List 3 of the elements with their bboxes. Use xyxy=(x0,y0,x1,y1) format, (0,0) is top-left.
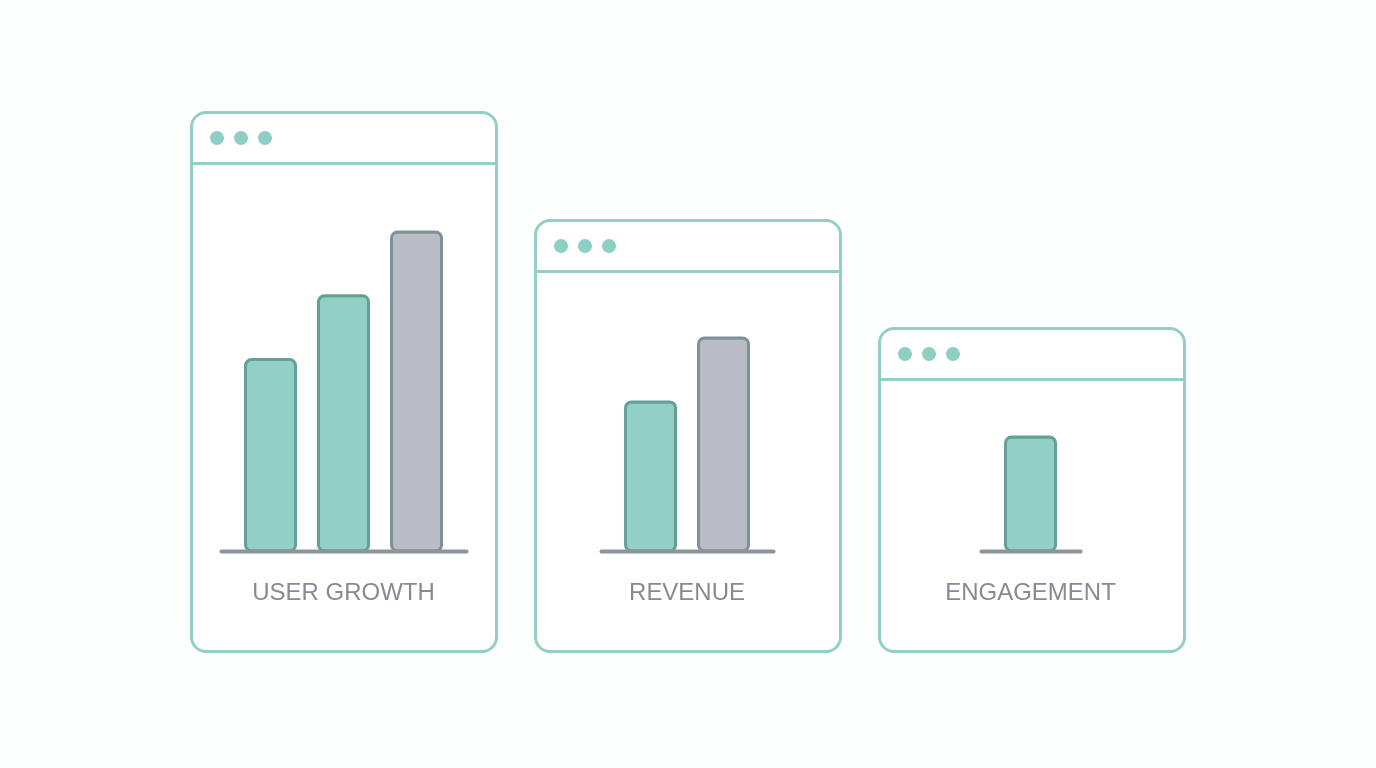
text: REVENUE xyxy=(629,578,745,606)
text: ENGAGEMENT xyxy=(945,578,1117,606)
text: USER GROWTH xyxy=(252,578,435,606)
